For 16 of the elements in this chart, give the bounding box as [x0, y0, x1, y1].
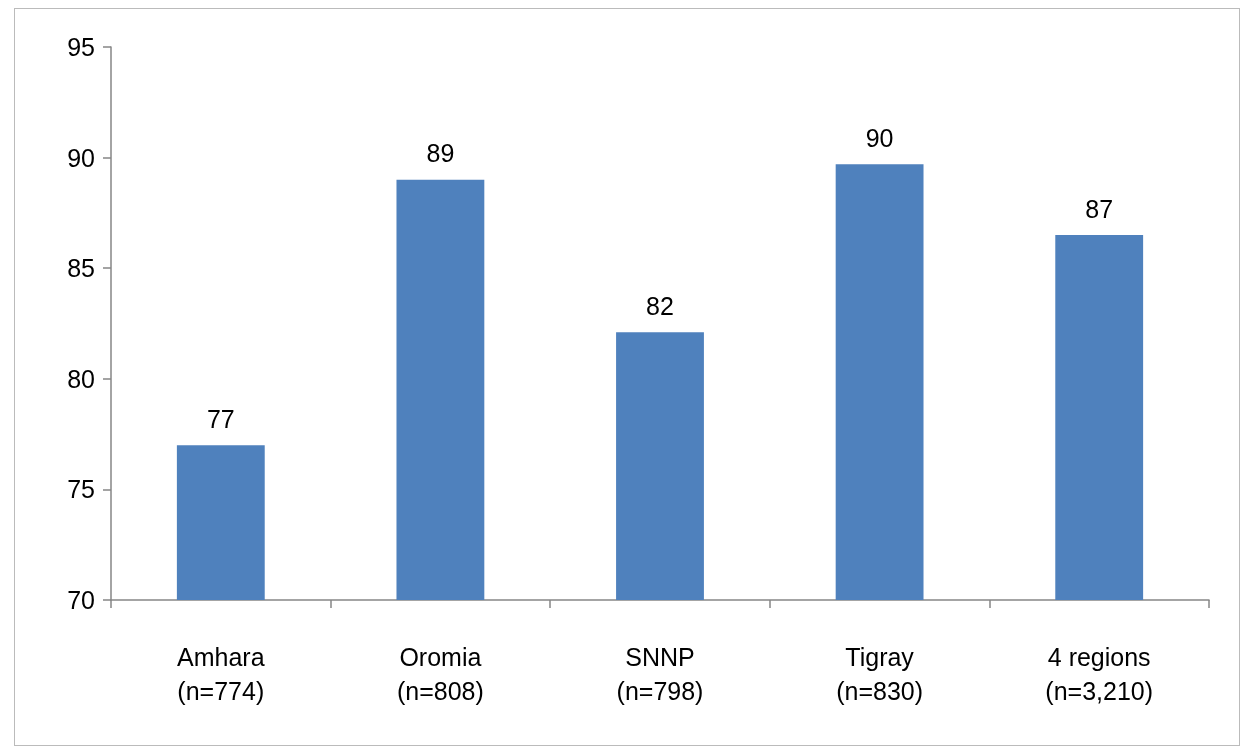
x-tick-label: 4 regions (n=3,210)	[1045, 643, 1154, 705]
y-tick-label: 70	[67, 586, 95, 614]
x-tick-label: Amhara (n=774)	[177, 643, 265, 705]
y-tick-label: 95	[67, 33, 95, 61]
data-label: 87	[1085, 194, 1114, 223]
data-label: 89	[426, 139, 455, 168]
x-tick-label: Oromia (n=808)	[396, 643, 484, 705]
y-tick-label: 85	[67, 254, 95, 283]
y-tick-label: 75	[67, 475, 95, 504]
x-tick-label: Tigray (n=830)	[836, 643, 924, 705]
data-label: 90	[865, 123, 894, 152]
data-label: 82	[646, 291, 674, 320]
x-tick-label: SNNP (n=798)	[616, 643, 704, 705]
y-tick-label: 90	[67, 143, 95, 172]
y-tick-label: 80	[67, 364, 95, 393]
data-label: 77	[206, 404, 235, 433]
